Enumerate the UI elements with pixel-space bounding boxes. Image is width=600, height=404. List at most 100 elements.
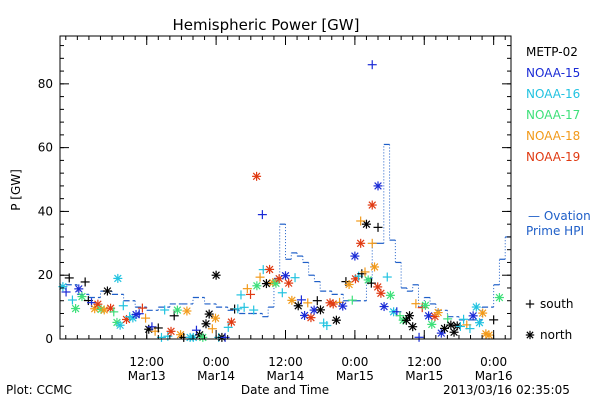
marker-stroke [482,329,490,338]
y-tick-label: 20 [38,268,53,282]
north-marker [427,319,437,329]
north-marker [344,280,354,290]
south-marker [366,278,376,288]
north-marker [271,278,281,288]
legend-ovation: Prime HPI [526,224,584,238]
north-marker [211,313,221,323]
marker-stroke [469,312,477,320]
legend-entry: NOAA-16 [526,87,580,101]
marker-stroke [440,324,449,333]
legend-marker-label: north [540,328,572,342]
marker-stroke [447,321,455,329]
marker-stroke [253,281,261,290]
marker-stroke [405,311,414,320]
marker-stroke [272,279,280,288]
north-marker [379,302,389,312]
plot-frame [59,35,512,340]
marker-stroke [434,308,442,317]
marker-stroke [167,327,175,336]
marker-stroke [173,306,182,314]
marker-stroke [373,283,382,291]
north-marker [449,327,459,337]
south-marker [134,309,144,319]
north-marker [484,330,494,340]
marker-stroke [202,320,210,328]
south-marker [277,288,287,298]
marker-stroke [307,313,315,322]
x-tick-label-time: 0:00 [480,355,507,369]
marker-stroke [370,263,379,271]
south-marker [160,305,170,315]
north-marker [401,315,411,325]
footer-timestamp: 2013/03/16 02:35:05 [443,383,570,397]
north-marker [331,315,341,325]
north-marker [350,251,360,261]
marker-stroke [475,318,484,327]
marker-stroke [281,271,290,280]
north-marker [274,274,284,284]
south-marker [137,303,147,313]
north-marker [198,332,208,342]
x-tick-label-date: Mar15 [336,369,374,383]
north-marker [166,326,176,336]
south-marker [80,277,90,287]
north-marker [408,322,418,332]
x-tick-label-time: 12:00 [129,355,164,369]
marker-stroke [427,320,436,329]
marker-stroke [262,279,271,288]
south-marker [64,273,74,283]
legend-entry: NOAA-17 [526,108,580,122]
marker-stroke [94,300,102,308]
south-marker [153,323,163,333]
x-tick-label-date: Mar14 [197,369,235,383]
north-marker [420,300,430,310]
marker-stroke [183,307,191,315]
marker-stroke [71,304,80,313]
north-marker [471,302,481,312]
north-marker [131,310,141,320]
north-marker [328,299,338,309]
south-marker [207,324,217,334]
marker-stroke [380,302,388,311]
marker-stroke [424,312,433,320]
marker-stroke [472,303,481,311]
y-axis-label: P [GW] [9,169,23,211]
south-marker [373,222,383,232]
south-marker [367,238,377,248]
north-marker [252,281,262,291]
marker-stroke [106,304,115,313]
south-marker [382,272,392,282]
marker-stroke [300,311,309,320]
x-axis-label: Date and Time [241,383,329,397]
marker-stroke [356,239,365,248]
south-marker [360,267,370,277]
south-marker [414,332,424,342]
north-marker [113,273,123,283]
north-marker [90,304,100,314]
marker-stroke [338,302,347,310]
south-marker [233,304,243,314]
north-marker [494,293,504,303]
marker-stroke [74,285,83,293]
south-marker [322,321,332,331]
south-marker [347,295,357,305]
marker-stroke [288,296,296,305]
south-marker [191,325,201,335]
marker-stroke [275,274,283,283]
north-marker [474,318,484,328]
marker-stroke [212,271,220,280]
north-marker [226,317,236,327]
south-marker [296,295,306,305]
marker-stroke [132,310,140,319]
footer-plot-credit: Plot: CCMC [6,383,72,397]
south-marker [249,305,259,315]
south-marker [141,313,151,323]
north-marker [77,292,87,302]
marker-stroke [332,316,341,324]
legend-marker-label: south [540,297,574,311]
south-marker [367,60,377,70]
south-marker [303,298,313,308]
north-marker [433,308,443,318]
north-marker [478,308,488,318]
marker-stroke [316,306,325,314]
